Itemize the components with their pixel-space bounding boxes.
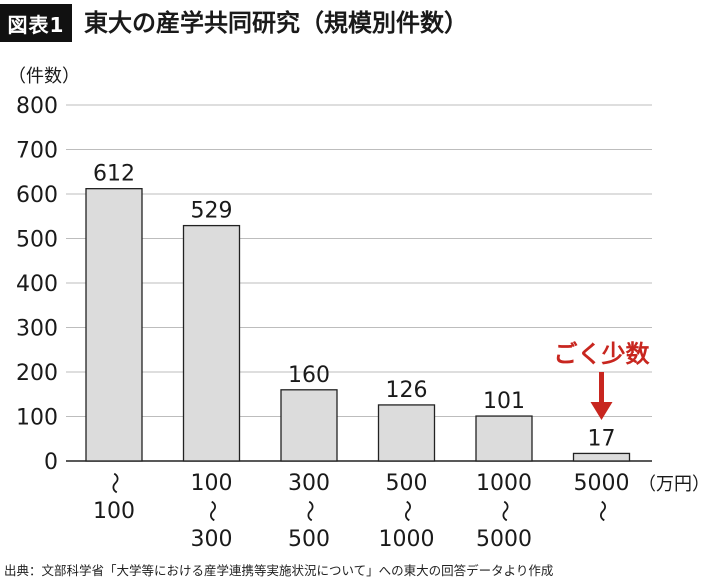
value-label: 101 xyxy=(483,389,525,414)
bar-chart: （件数） 0 100 200 300 400 500 600 700 800 612 529 160… xyxy=(8,66,710,552)
y-tick-label: 300 xyxy=(16,317,58,342)
y-tick-label: 700 xyxy=(16,139,58,164)
y-tick-label: 600 xyxy=(16,183,58,208)
category-label: 5000 xyxy=(574,471,630,496)
category-label: 300 xyxy=(288,471,330,496)
bar xyxy=(377,404,436,462)
y-tick-label: 0 xyxy=(44,450,58,475)
category-labels: 〜 100 100 〜 300 300 〜 500 500 〜 1000 1000 〜 5000 5000 〜 xyxy=(93,471,630,552)
category-label: 〜 xyxy=(101,472,126,494)
y-tick-label: 500 xyxy=(16,228,58,253)
category-label: 500 xyxy=(288,527,330,552)
annotation: ごく少数 xyxy=(554,340,651,420)
value-label: 612 xyxy=(93,162,135,187)
bar xyxy=(475,415,533,462)
value-label: 529 xyxy=(191,199,233,224)
arrow-down-icon xyxy=(590,402,613,420)
figure-badge: 図表1 xyxy=(0,4,72,42)
category-label: 〜 xyxy=(199,500,224,522)
value-label: 126 xyxy=(386,378,428,403)
bar xyxy=(572,452,631,462)
y-tick-labels: 0 100 200 300 400 500 600 700 800 xyxy=(16,94,58,475)
category-label: 5000 xyxy=(476,527,532,552)
bar xyxy=(182,224,241,462)
header: 図表1 東大の産学共同研究（規模別件数） xyxy=(0,0,710,46)
bar xyxy=(85,188,143,462)
category-label: 500 xyxy=(386,471,428,496)
category-label: 1000 xyxy=(476,471,532,496)
category-label: 1000 xyxy=(379,527,435,552)
y-tick-label: 100 xyxy=(16,406,58,431)
y-tick-label: 800 xyxy=(16,94,58,119)
category-label: 〜 xyxy=(296,500,321,522)
y-tick-label: 400 xyxy=(16,272,58,297)
category-label: 〜 xyxy=(589,500,614,522)
chart-title: 東大の産学共同研究（規模別件数） xyxy=(84,9,468,37)
grid-lines xyxy=(66,104,652,462)
value-label: 17 xyxy=(588,426,616,451)
x-axis-unit: （万円） xyxy=(638,474,710,495)
category-label: 300 xyxy=(191,527,233,552)
category-label: 100 xyxy=(93,499,135,524)
source-note: 出典：文部科学省「大学等における産学連携等実施状況について」への東大の回答データ… xyxy=(4,563,554,578)
y-tick-label: 200 xyxy=(16,361,58,386)
bar xyxy=(280,389,338,462)
bars xyxy=(85,188,631,462)
y-axis-label: （件数） xyxy=(8,66,80,87)
category-label: 〜 xyxy=(491,500,516,522)
annotation-text: ごく少数 xyxy=(554,340,651,368)
value-label: 160 xyxy=(288,363,330,388)
category-label: 100 xyxy=(191,471,233,496)
value-labels: 612 529 160 126 101 17 xyxy=(93,162,616,452)
category-label: 〜 xyxy=(394,500,419,522)
